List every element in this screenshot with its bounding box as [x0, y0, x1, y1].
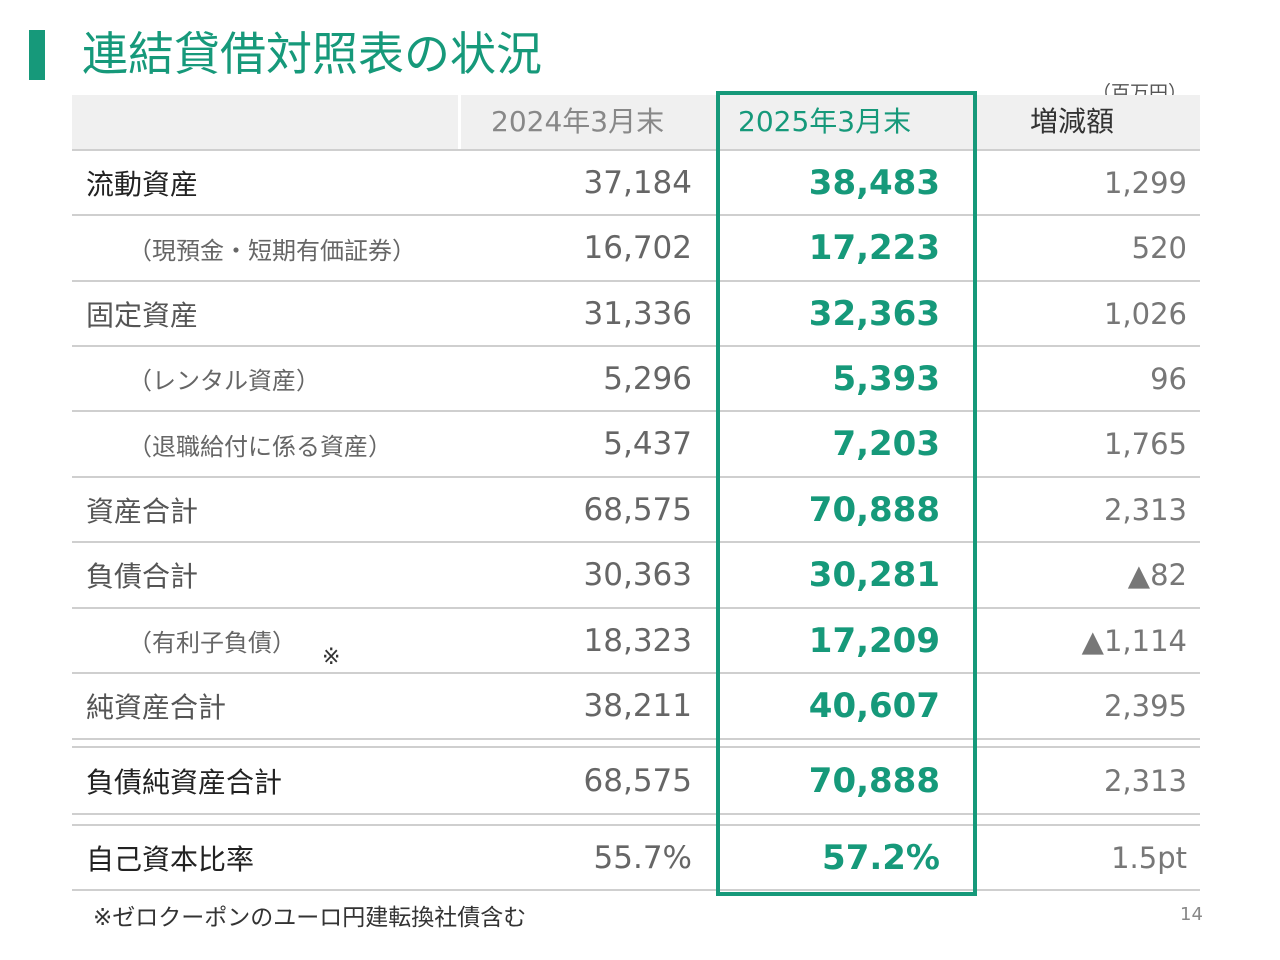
table-header — [72, 95, 1200, 149]
row-label: （有利子負債） — [128, 629, 296, 657]
value-2025: 32,363 — [808, 293, 940, 334]
footnote-mark: ※ — [322, 645, 341, 670]
header-diff: 増減額 — [1030, 105, 1115, 138]
table-row: （レンタル資産） 5,296 5,393 96 — [72, 347, 1200, 410]
row-label: 純資産合計 — [86, 691, 227, 724]
table-row: 負債合計 30,363 30,281 ▲82 — [72, 543, 1200, 607]
value-2025: 57.2% — [822, 837, 940, 878]
row-label: 自己資本比率 — [86, 842, 255, 876]
table-row: 資産合計 68,575 70,888 2,313 — [72, 478, 1200, 541]
value-diff: 1.5pt — [1111, 840, 1187, 875]
header-2024: 2024年3月末 — [491, 105, 665, 138]
value-2024: 55.7% — [593, 839, 692, 876]
value-2024: 68,575 — [583, 762, 692, 799]
value-diff: 520 — [1131, 231, 1187, 265]
row-label: 負債合計 — [86, 560, 199, 593]
value-2025: 40,607 — [808, 686, 940, 726]
value-diff: 96 — [1150, 361, 1187, 396]
table-row: 純資産合計 38,211 40,607 2,395 — [72, 674, 1200, 738]
page-number: 14 — [1180, 904, 1203, 925]
value-2025: 30,281 — [808, 555, 940, 595]
value-diff: ▲1,114 — [1081, 623, 1187, 658]
row-label: 負債純資産合計 — [86, 765, 283, 799]
table-row: （有利子負債） 18,323 17,209 ▲1,114 — [72, 609, 1200, 672]
value-diff: 2,313 — [1103, 763, 1187, 798]
value-diff: 2,313 — [1103, 492, 1187, 527]
value-2025: 70,888 — [808, 489, 940, 530]
page-title: 連結貸借対照表の状況 — [82, 27, 542, 81]
value-2024: 68,575 — [583, 491, 692, 528]
value-2024: 5,296 — [603, 360, 692, 397]
value-2024: 5,437 — [603, 426, 692, 462]
row-label: （現預金・短期有価証券） — [128, 236, 416, 265]
value-2024: 37,184 — [583, 164, 692, 201]
table-row: 負債純資産合計 68,575 70,888 2,313 — [72, 748, 1200, 813]
value-2025: 17,209 — [808, 620, 940, 661]
title-accent-bar — [29, 30, 45, 80]
table-row: 固定資産 31,336 32,363 1,026 — [72, 282, 1200, 345]
row-label: 流動資産 — [86, 167, 199, 201]
value-diff: 1,765 — [1103, 427, 1187, 461]
current-year-highlight — [716, 91, 977, 896]
value-diff: 2,395 — [1103, 689, 1187, 723]
table-row: （現預金・短期有価証券） 16,702 17,223 520 — [72, 216, 1200, 280]
row-label: 固定資産 — [86, 298, 199, 332]
value-diff: ▲82 — [1127, 558, 1187, 592]
value-2024: 16,702 — [583, 230, 692, 266]
value-2024: 31,336 — [583, 295, 692, 332]
row-label: 資産合計 — [86, 494, 199, 528]
value-2024: 38,211 — [583, 688, 692, 724]
footnote: ※ゼロクーポンのユーロ円建転換社債含む — [93, 905, 527, 931]
value-2025: 38,483 — [808, 162, 940, 203]
table-row: 自己資本比率 55.7% 57.2% 1.5pt — [72, 826, 1200, 889]
value-diff: 1,026 — [1103, 296, 1187, 331]
value-2024: 18,323 — [583, 622, 692, 659]
header-2025: 2025年3月末 — [738, 105, 912, 138]
value-diff: 1,299 — [1103, 165, 1187, 200]
table-row: 流動資産 37,184 38,483 1,299 — [72, 151, 1200, 214]
row-label: （退職給付に係る資産） — [128, 432, 392, 461]
value-2025: 7,203 — [832, 424, 940, 464]
value-2025: 70,888 — [808, 760, 940, 801]
row-label: （レンタル資産） — [128, 367, 320, 395]
value-2024: 30,363 — [583, 557, 692, 593]
value-2025: 17,223 — [808, 228, 940, 268]
table-row: （退職給付に係る資産） 5,437 7,203 1,765 — [72, 412, 1200, 476]
value-2025: 5,393 — [832, 358, 940, 399]
